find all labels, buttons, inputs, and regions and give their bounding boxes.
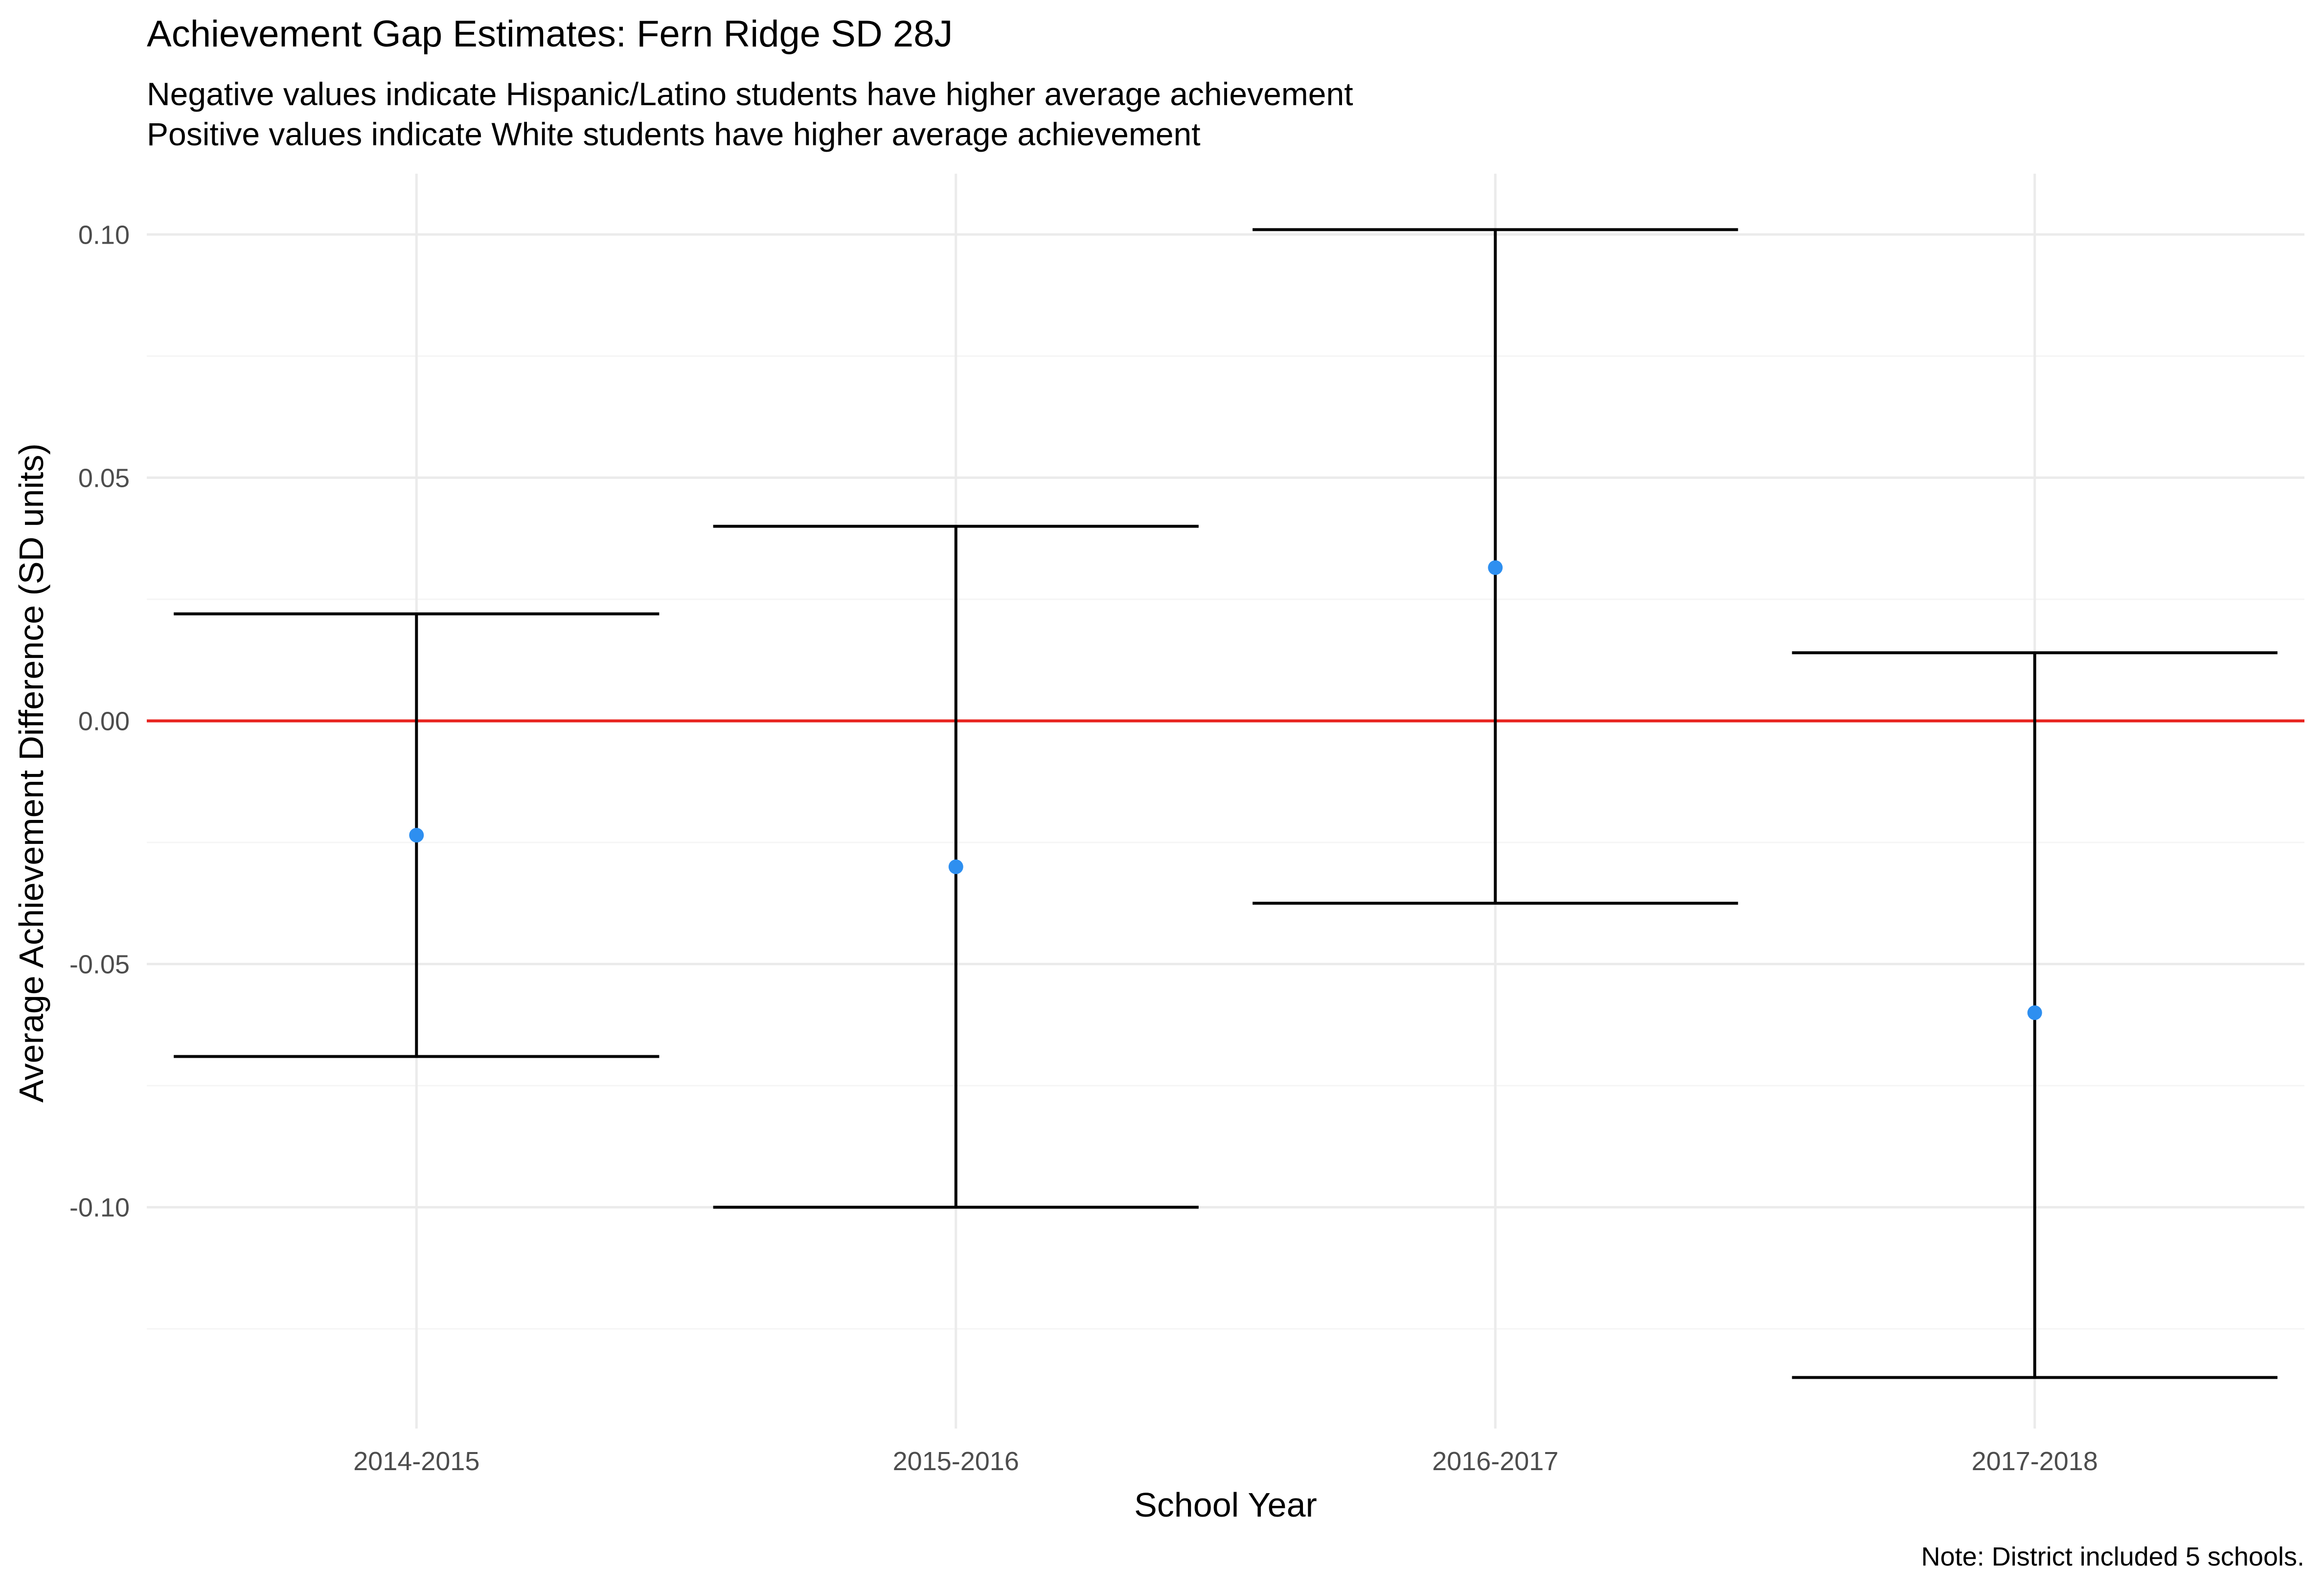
estimate-points (409, 560, 2042, 1020)
chart-subtitle-line-1: Negative values indicate Hispanic/Latino… (147, 76, 1353, 112)
x-axis-tick-labels: 2014-2015 2015-2016 2016-2017 2017-2018 (353, 1447, 2098, 1476)
estimate-point-2016-2017 (1488, 560, 1503, 575)
chart-title: Achievement Gap Estimates: Fern Ridge SD… (147, 13, 953, 55)
chart-subtitle-line-2: Positive values indicate White students … (147, 116, 1201, 152)
x-tick-label: 2017-2018 (1972, 1447, 2098, 1476)
y-tick-label: -0.05 (69, 950, 130, 979)
grid-lines (147, 174, 2304, 1429)
y-tick-label: 0.05 (78, 463, 130, 493)
estimate-point-2015-2016 (948, 859, 963, 874)
y-axis-tick-labels: 0.10 0.05 0.00 -0.05 -0.10 (69, 220, 130, 1222)
x-tick-label: 2014-2015 (353, 1447, 479, 1476)
estimate-point-2017-2018 (2027, 1005, 2042, 1020)
chart-caption: Note: District included 5 schools. (1921, 1542, 2304, 1571)
y-axis-title: Average Achievement Difference (SD units… (12, 443, 50, 1103)
x-tick-label: 2015-2016 (893, 1447, 1019, 1476)
y-tick-label: 0.00 (78, 706, 130, 736)
y-tick-label: 0.10 (78, 220, 130, 250)
x-tick-label: 2016-2017 (1432, 1447, 1558, 1476)
y-tick-label: -0.10 (69, 1193, 130, 1223)
estimate-point-2014-2015 (409, 828, 424, 843)
x-axis-title: School Year (1134, 1486, 1317, 1524)
error-bars (174, 228, 2278, 1379)
